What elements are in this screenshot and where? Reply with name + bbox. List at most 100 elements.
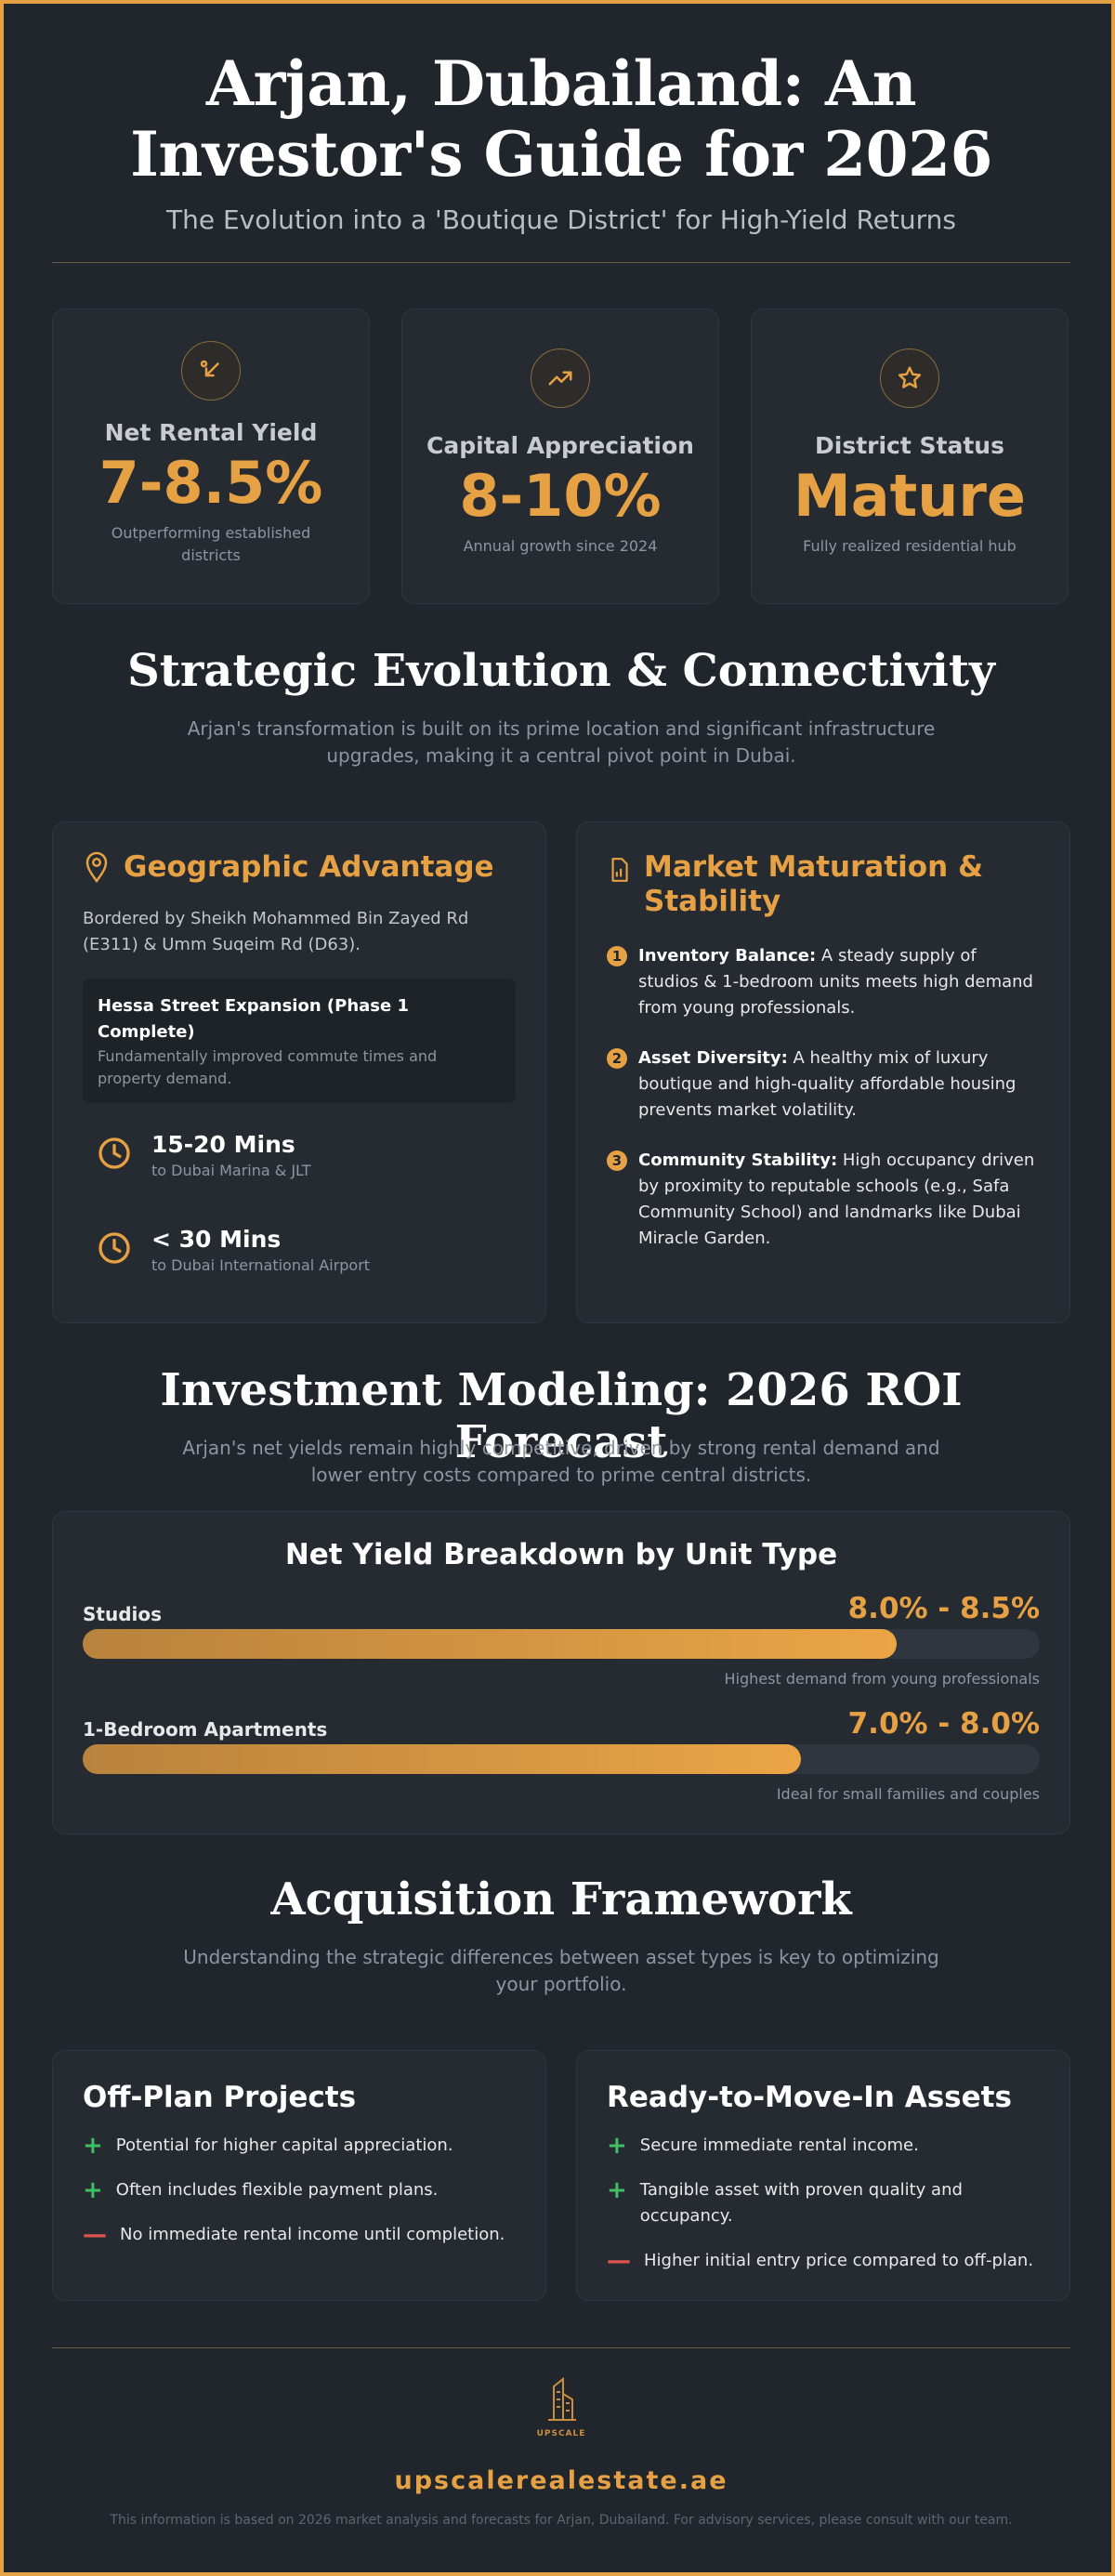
acquisition-item: + Potential for higher capital appreciati… — [83, 2133, 516, 2159]
acquisition-item: + Secure immediate rental income. — [607, 2133, 1040, 2159]
market-card: Market Maturation & Stability 1 Inventor… — [576, 821, 1070, 1323]
stat-caption: Outperforming established districts — [111, 524, 311, 564]
stat-label: District Status — [815, 432, 1004, 459]
ready-list: + Secure immediate rental income. + Tangibl… — [607, 2133, 1040, 2274]
stat-value: 8-10% — [459, 462, 662, 530]
offplan-title: Off-Plan Projects — [83, 2081, 357, 2114]
minus-icon: — — [83, 2221, 107, 2249]
clock-icon — [96, 1135, 133, 1176]
acquisition-item-text: Tangible asset with proven quality and o… — [639, 2180, 963, 2226]
bar-note: Ideal for small families and couples — [776, 1785, 1040, 1803]
acquisition-title: Acquisition Framework — [270, 1873, 852, 1925]
stat-card-yield: Net Rental Yield 7-8.5% Outperforming es… — [52, 309, 370, 604]
acquisition-item: — Higher initial entry price compared to … — [607, 2248, 1040, 2274]
acquisition-item: + Tangible asset with proven quality and … — [607, 2177, 1040, 2229]
hero: Arjan, Dubailand: An Investor's Guide fo… — [50, 48, 1072, 235]
hessa-highlight: Hessa Street Expansion (Phase 1 Complete… — [83, 979, 516, 1103]
market-item: 2 Asset Diversity: A healthy mix of luxu… — [607, 1045, 1040, 1124]
acquisition-item: + Often includes flexible payment plans. — [83, 2177, 516, 2203]
plus-icon: + — [83, 2132, 103, 2160]
stat-card-appreciation: Capital Appreciation 8-10% Annual growth… — [401, 309, 719, 604]
title-line-2: Investor's Guide for 2026 — [130, 118, 992, 191]
item-text: A steady supply of studios & 1-bedroom u… — [638, 946, 1033, 1018]
company-logo: UPSCALE — [533, 2375, 589, 2438]
modeling-description: Arjan's net yields remain highly competi… — [182, 1437, 940, 1486]
bar-fill — [83, 1744, 801, 1774]
acquisition-description: Understanding the strategic differences … — [183, 1946, 939, 1995]
ready-card: Ready-to-Move-In Assets + Secure immediat… — [576, 2050, 1070, 2301]
item-number: 3 — [607, 1150, 627, 1171]
commute-time: < 30 Mins — [151, 1226, 282, 1253]
footer-disclaimer: This information is based on 2026 market… — [110, 2513, 1013, 2528]
document-chart-icon — [607, 856, 631, 887]
plus-icon: + — [83, 2176, 103, 2204]
geographic-title: Geographic Advantage — [124, 850, 494, 884]
acquisition-item-text: Secure immediate rental income. — [639, 2136, 919, 2155]
commute-destination: to Dubai Marina & JLT — [151, 1162, 311, 1179]
stat-caption: Annual growth since 2024 — [463, 537, 658, 555]
market-item: 1 Inventory Balance: A steady supply of … — [607, 943, 1040, 1021]
bar-category-label: Studios — [83, 1603, 163, 1625]
item-number: 1 — [607, 946, 627, 966]
modeling-title: Investment Modeling: 2026 ROI Forecast — [160, 1364, 963, 1468]
item-text: A healthy mix of luxury boutique and hig… — [638, 1048, 1017, 1120]
bar-chart: Studios 8.0% - 8.5% Highest demand from yo… — [83, 1592, 1040, 1822]
stat-value: 7-8.5% — [98, 449, 323, 517]
geographic-text: Bordered by Sheikh Mohammed Bin Zayed Rd… — [83, 909, 469, 954]
bar-row: Studios 8.0% - 8.5% Highest demand from yo… — [83, 1592, 1040, 1707]
geographic-header: Geographic Advantage — [83, 850, 516, 887]
commute-item: 15-20 Mins to Dubai Marina & JLT — [96, 1131, 516, 1179]
stat-label: Net Rental Yield — [104, 419, 318, 446]
offplan-card: Off-Plan Projects + Potential for higher … — [52, 2050, 546, 2301]
bar-value-label: 7.0% - 8.0% — [847, 1707, 1040, 1741]
bar-value-label: 8.0% - 8.5% — [847, 1592, 1040, 1625]
evolution-title: Strategic Evolution & Connectivity — [127, 645, 995, 697]
hessa-text: Fundamentally improved commute times and… — [98, 1047, 438, 1087]
bar-track — [83, 1744, 1040, 1774]
stat-caption: Fully realized residential hub — [803, 537, 1017, 555]
acquisition-item: — No immediate rental income until comple… — [83, 2222, 516, 2248]
footer-website-link[interactable]: upscalerealestate.ae — [394, 2466, 728, 2495]
page-subtitle: The Evolution into a 'Boutique District'… — [166, 204, 956, 235]
plus-icon: + — [607, 2176, 627, 2204]
chart-title: Net Yield Breakdown by Unit Type — [284, 1538, 838, 1571]
bar-row: 1-Bedroom Apartments 7.0% - 8.0% Ideal for… — [83, 1707, 1040, 1822]
clock-icon — [96, 1229, 133, 1270]
item-heading: Asset Diversity: — [638, 1048, 788, 1068]
page-title: Arjan, Dubailand: An Investor's Guide fo… — [50, 48, 1072, 190]
commute-item: < 30 Mins to Dubai International Airport — [96, 1226, 516, 1274]
commute-time: 15-20 Mins — [151, 1131, 295, 1158]
map-pin-icon — [83, 850, 111, 887]
bar-category-label: 1-Bedroom Apartments — [83, 1718, 328, 1741]
geographic-card: Geographic Advantage Bordered by Sheikh … — [52, 821, 546, 1323]
item-heading: Community Stability: — [638, 1150, 838, 1170]
arrow-down-left-icon — [181, 341, 241, 401]
plus-icon: + — [607, 2132, 627, 2160]
stat-value: Mature — [794, 462, 1026, 530]
evolution-description: Arjan's transformation is built on its p… — [187, 717, 936, 767]
bar-track — [83, 1629, 1040, 1659]
building-logo-icon — [548, 2376, 576, 2421]
stat-label: Capital Appreciation — [426, 432, 694, 459]
acquisition-item-text: Often includes flexible payment plans. — [115, 2180, 439, 2200]
bar-fill — [83, 1629, 897, 1659]
hessa-title: Hessa Street Expansion (Phase 1 Complete… — [98, 996, 410, 1042]
item-heading: Inventory Balance: — [638, 946, 817, 966]
acquisition-item-text: Higher initial entry price compared to o… — [644, 2251, 1034, 2270]
title-line-1: Arjan, Dubailand: An — [205, 47, 917, 120]
star-icon — [880, 348, 939, 408]
item-number: 2 — [607, 1048, 627, 1069]
ready-title: Ready-to-Move-In Assets — [607, 2081, 1012, 2114]
bar-note: Highest demand from young professionals — [724, 1670, 1040, 1688]
acquisition-item-text: Potential for higher capital appreciatio… — [115, 2136, 453, 2155]
footer-divider — [52, 2347, 1070, 2348]
market-item: 3 Community Stability: High occupancy dr… — [607, 1148, 1040, 1252]
minus-icon: — — [607, 2247, 631, 2275]
market-header: Market Maturation & Stability — [607, 850, 1040, 919]
acquisition-item-text: No immediate rental income until complet… — [120, 2225, 505, 2244]
stat-card-status: District Status Mature Fully realized re… — [751, 309, 1069, 604]
commute-destination: to Dubai International Airport — [151, 1256, 371, 1274]
header-divider — [52, 262, 1070, 263]
item-text: High occupancy driven by proximity to re… — [638, 1150, 1035, 1248]
